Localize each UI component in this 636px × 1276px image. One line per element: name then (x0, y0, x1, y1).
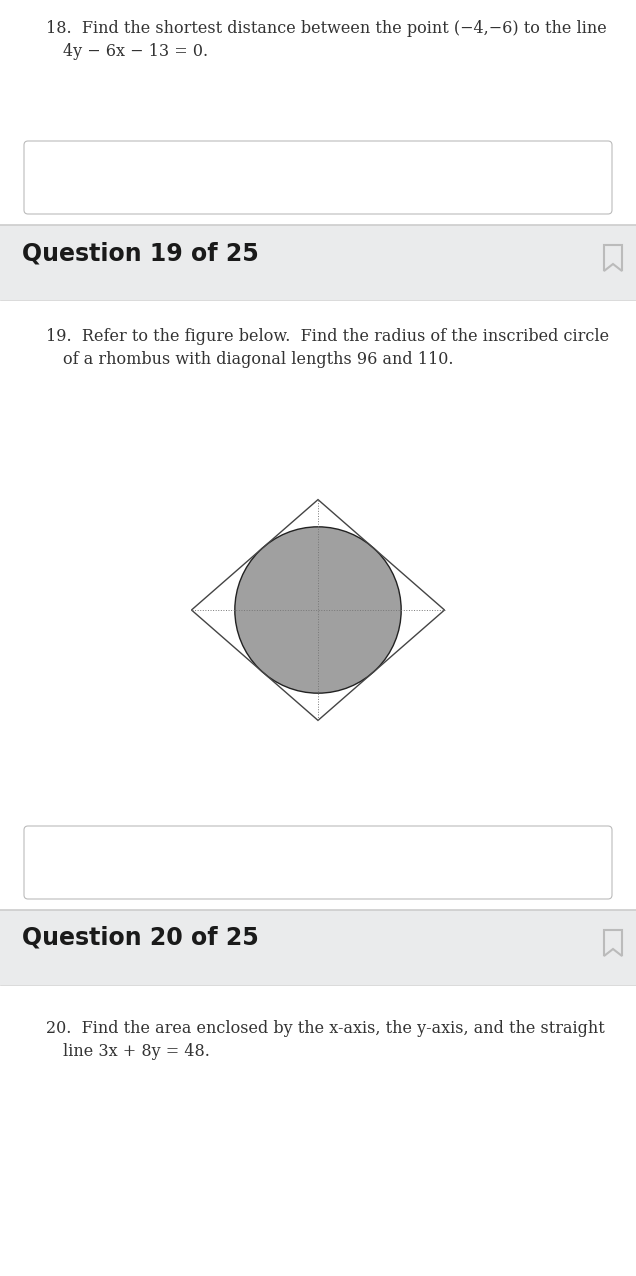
FancyBboxPatch shape (0, 225, 636, 300)
Text: 4y − 6x − 13 = 0.: 4y − 6x − 13 = 0. (63, 43, 208, 60)
Text: line 3x + 8y = 48.: line 3x + 8y = 48. (63, 1042, 210, 1060)
Text: Question 20 of 25: Question 20 of 25 (22, 926, 259, 951)
Text: 20.  Find the area enclosed by the x-axis, the y-axis, and the straight: 20. Find the area enclosed by the x-axis… (46, 1020, 605, 1037)
FancyBboxPatch shape (24, 142, 612, 214)
Text: 19.  Refer to the figure below.  Find the radius of the inscribed circle: 19. Refer to the figure below. Find the … (46, 328, 609, 345)
Text: Question 19 of 25: Question 19 of 25 (22, 241, 259, 265)
Circle shape (235, 527, 401, 693)
Text: of a rhombus with diagonal lengths 96 and 110.: of a rhombus with diagonal lengths 96 an… (63, 351, 453, 367)
FancyBboxPatch shape (0, 910, 636, 985)
FancyBboxPatch shape (24, 826, 612, 900)
Text: 18.  Find the shortest distance between the point (−4,−6) to the line: 18. Find the shortest distance between t… (46, 20, 607, 37)
